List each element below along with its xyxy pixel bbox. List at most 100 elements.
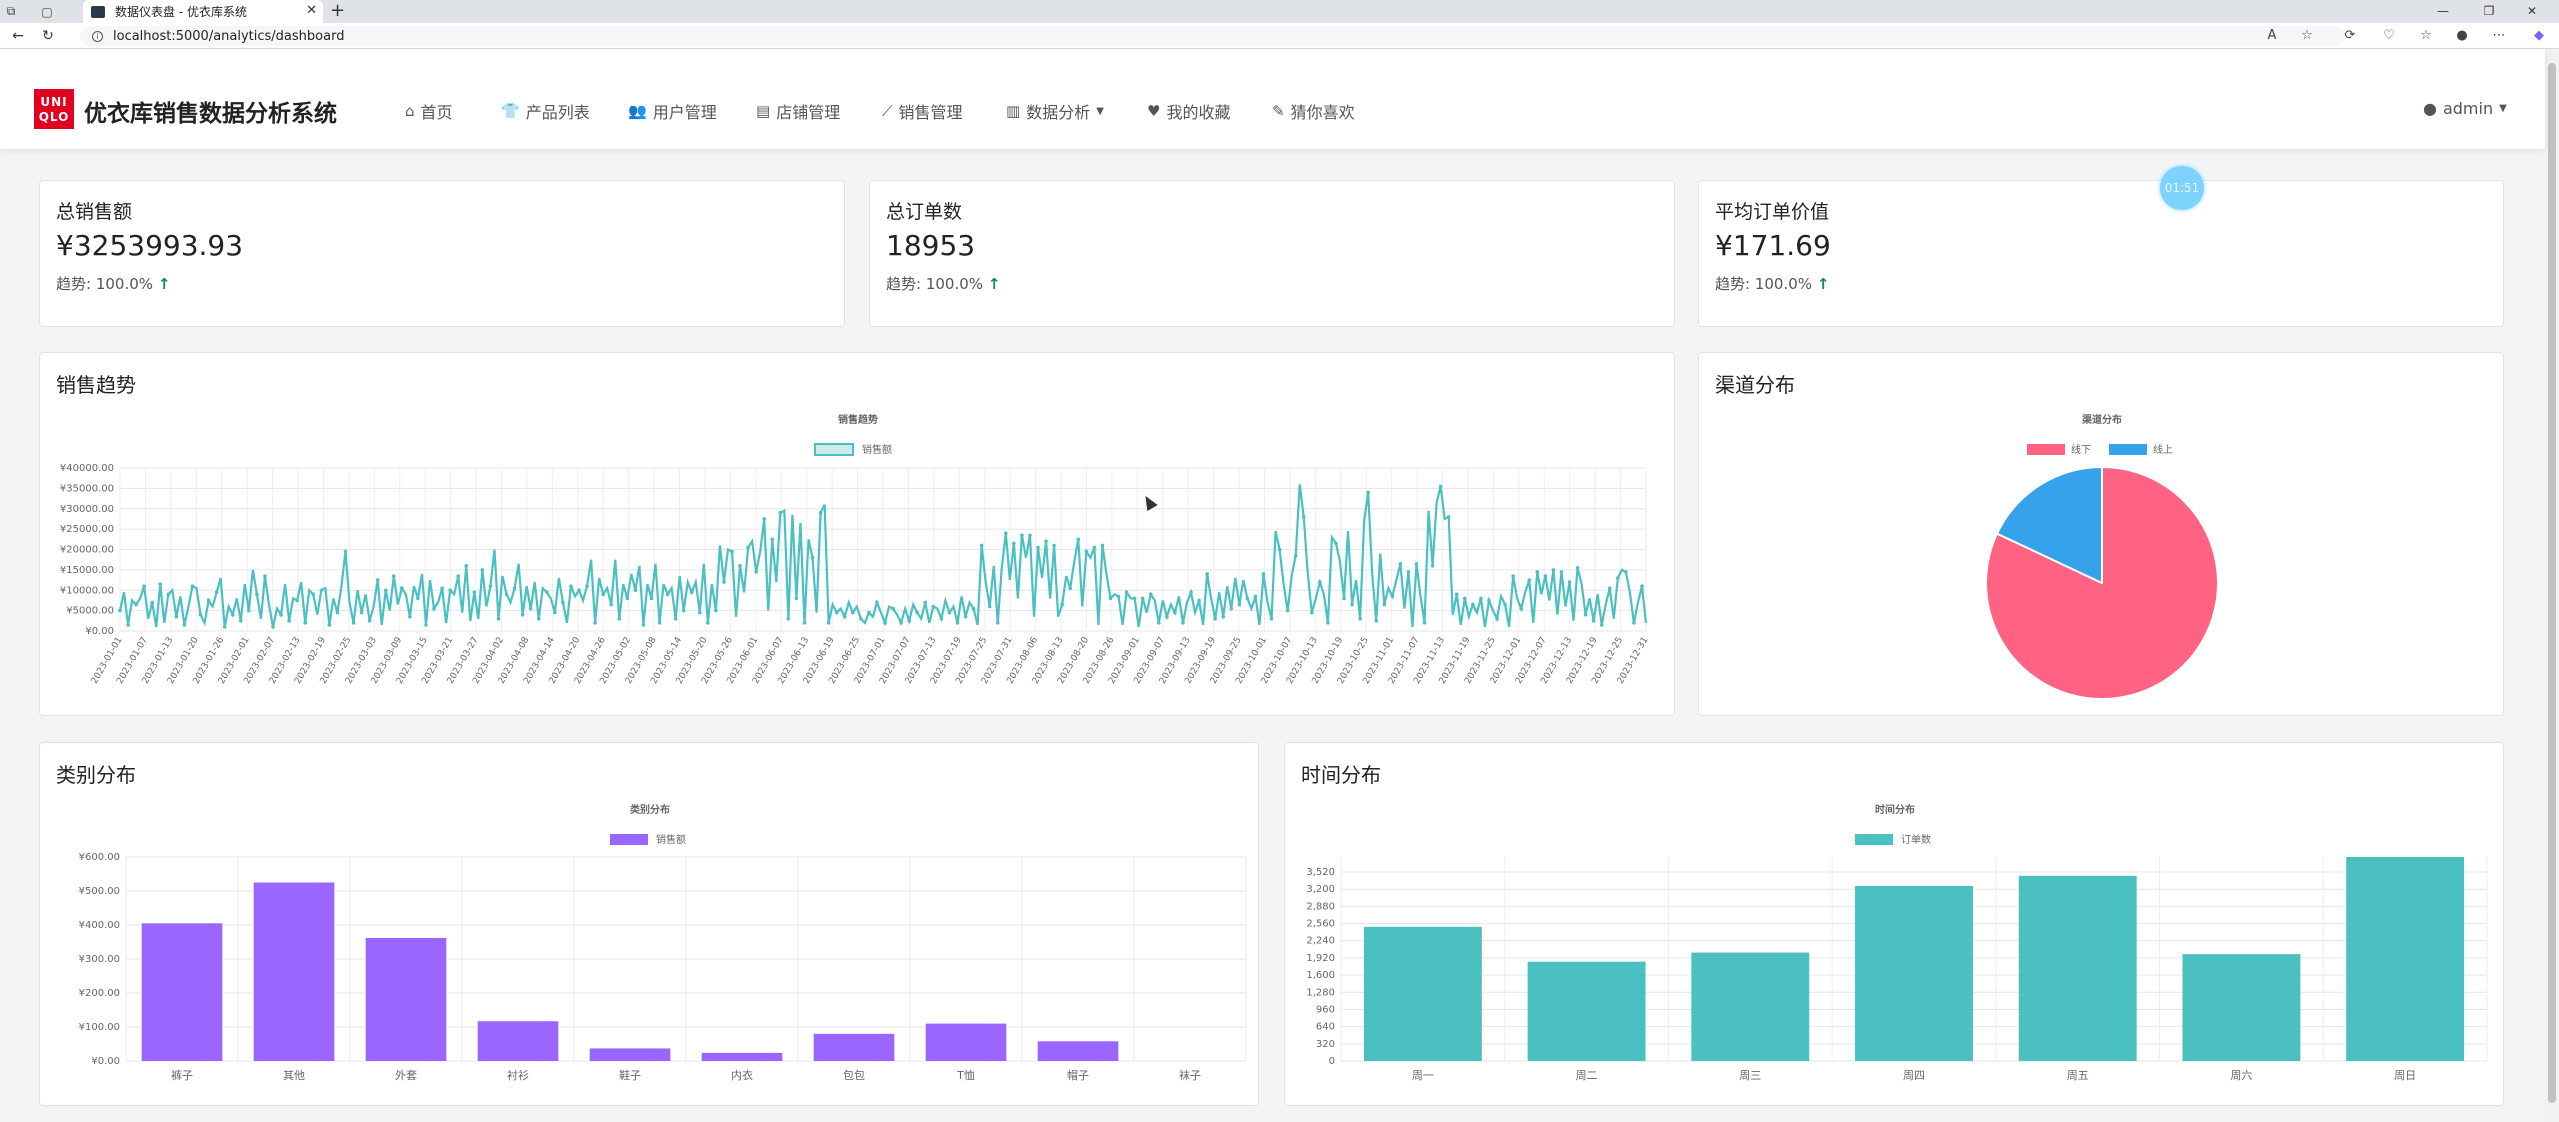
data-point	[1382, 602, 1387, 607]
refresh-icon[interactable]: ↻	[42, 27, 54, 44]
tab-actions-icon[interactable]: ▢	[41, 4, 53, 19]
user-menu-dropdown[interactable]: ● admin ▼	[2423, 99, 2507, 118]
scrollbar-thumb[interactable]	[2548, 63, 2556, 1103]
app-navbar: UNI QLO	[0, 49, 2545, 149]
data-point	[987, 604, 992, 609]
x-tick-label: 外套	[395, 1069, 417, 1082]
data-point	[1036, 545, 1040, 550]
data-point	[1269, 616, 1274, 621]
data-point	[633, 588, 638, 593]
profile-icon[interactable]: ●	[2456, 28, 2468, 43]
site-info-icon[interactable]: i	[92, 30, 103, 42]
data-point	[1084, 549, 1089, 554]
x-tick-label: 内衣	[731, 1068, 753, 1082]
data-point	[432, 606, 436, 611]
data-point	[1607, 586, 1612, 591]
brand-title[interactable]: 优衣库销售数据分析系统	[84, 101, 337, 127]
timer-badge[interactable]: 01:51	[2160, 166, 2204, 210]
data-point	[174, 614, 179, 619]
data-point	[1398, 561, 1403, 566]
data-point	[359, 610, 364, 615]
data-point	[158, 582, 163, 586]
minimize-icon[interactable]: —	[2437, 4, 2449, 18]
nav-stores[interactable]: ▤ 店铺管理	[756, 99, 840, 123]
data-point	[1640, 584, 1644, 588]
uniqlo-logo-badge[interactable]: UNI QLO	[34, 89, 74, 129]
data-point	[279, 612, 283, 617]
data-point	[1479, 596, 1483, 601]
data-point	[617, 616, 622, 621]
data-point	[367, 619, 372, 623]
data-point	[569, 584, 573, 588]
nav-home[interactable]: ⌂ 首页	[405, 99, 453, 123]
data-point	[1092, 545, 1097, 550]
data-point	[1567, 580, 1572, 584]
new-tab-button[interactable]: +	[330, 0, 346, 21]
data-point	[118, 608, 122, 613]
nav-sales[interactable]: ⟋ 销售管理	[882, 99, 963, 123]
url-field[interactable]: i localhost:5000/analytics/dashboard	[80, 26, 2345, 46]
logo-top-text: UNI	[40, 94, 68, 109]
back-icon[interactable]: ←	[12, 27, 24, 44]
data-point	[255, 592, 259, 597]
y-tick-label: ¥35000.00	[60, 483, 114, 494]
copilot-icon[interactable]: ◆	[2534, 28, 2544, 43]
data-point	[400, 586, 404, 591]
data-point	[1028, 533, 1032, 538]
data-point	[1197, 598, 1201, 603]
x-tick-label: 裤子	[171, 1068, 193, 1082]
data-point	[1519, 606, 1523, 611]
page-scrollbar[interactable]	[2545, 49, 2559, 1122]
data-point	[1165, 614, 1169, 619]
nav-users[interactable]: 👥 用户管理	[628, 99, 717, 123]
data-point	[528, 606, 533, 611]
data-point	[802, 621, 807, 625]
channel-card: 渠道分布 渠道分布 线下 线上	[1698, 352, 2504, 716]
collections-icon[interactable]: ☆	[2420, 28, 2432, 43]
nav-favorites[interactable]: ♥ 我的收藏	[1147, 99, 1230, 123]
data-point	[1559, 570, 1564, 574]
data-point	[1229, 606, 1234, 611]
data-point	[1221, 614, 1226, 619]
workspaces-icon[interactable]: ⧉	[6, 4, 16, 18]
data-point	[383, 588, 388, 593]
nav-products-label: 产品列表	[525, 103, 590, 122]
data-point	[810, 555, 815, 560]
data-point	[126, 623, 130, 627]
data-point	[1044, 539, 1048, 544]
data-point	[891, 606, 895, 611]
bar	[1855, 885, 1973, 1061]
y-tick-label: 960	[1316, 1004, 1335, 1015]
data-point	[601, 592, 605, 597]
nav-products[interactable]: 👕 产品列表	[501, 99, 590, 123]
stat-card-total-orders: 总订单数 18953 趋势: 100.0% ↑	[869, 180, 1675, 327]
stat-card-avg-order: 平均订单价值 ¥171.69 趋势: 100.0% ↑	[1698, 180, 2504, 327]
data-point	[238, 619, 243, 623]
data-point	[875, 600, 879, 605]
data-point	[504, 592, 509, 597]
nav-recommend[interactable]: ✎ 猜你喜欢	[1272, 99, 1355, 123]
more-options-icon[interactable]: ⋯	[2492, 28, 2506, 43]
legend-swatch	[2109, 444, 2147, 455]
data-point	[1446, 515, 1451, 519]
browser-tab-active[interactable]: 数据仪表盘 - 优衣库系统 ✕	[83, 0, 323, 23]
nav-analytics-dropdown[interactable]: ▥ 数据分析 ▼	[1006, 99, 1104, 123]
data-point	[1342, 596, 1346, 601]
browser-essentials-icon[interactable]: ♡	[2383, 28, 2395, 43]
favorite-star-icon[interactable]: ☆	[2301, 28, 2313, 43]
chart-title: 渠道分布	[2081, 413, 2122, 426]
restore-icon[interactable]: ❐	[2483, 4, 2495, 18]
data-point	[1173, 610, 1177, 615]
data-point	[923, 600, 928, 605]
logo-bottom-text: QLO	[38, 109, 70, 124]
window-close-icon[interactable]: ✕	[2526, 4, 2538, 18]
data-point	[1189, 590, 1193, 595]
read-aloud-icon[interactable]: A	[2267, 28, 2277, 43]
tab-close-icon[interactable]: ✕	[306, 3, 317, 18]
extensions-icon[interactable]: ⟳	[2344, 28, 2356, 43]
stat-value: 18953	[886, 229, 976, 262]
data-point	[351, 621, 356, 625]
data-point	[851, 610, 855, 615]
data-point	[1285, 608, 1290, 613]
data-point	[697, 610, 702, 615]
